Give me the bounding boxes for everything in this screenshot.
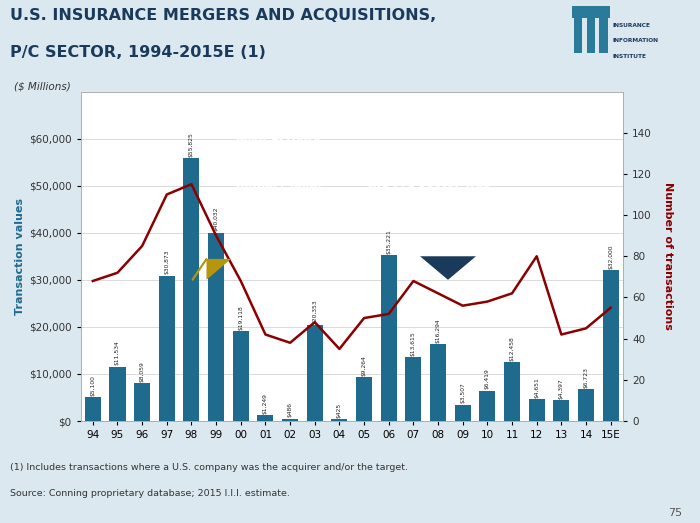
FancyBboxPatch shape bbox=[572, 6, 584, 18]
Text: $5,100: $5,100 bbox=[90, 374, 95, 395]
Bar bbox=[282, 419, 298, 421]
Text: $40,032: $40,032 bbox=[214, 207, 218, 231]
FancyBboxPatch shape bbox=[574, 8, 582, 53]
Text: (1) Includes transactions where a U.S. company was the acquirer and/or the targe: (1) Includes transactions where a U.S. c… bbox=[10, 463, 409, 472]
Text: $35,221: $35,221 bbox=[386, 229, 391, 254]
Text: 75: 75 bbox=[668, 508, 682, 518]
Text: $8,059: $8,059 bbox=[139, 361, 145, 382]
Text: $19,118: $19,118 bbox=[238, 305, 244, 329]
FancyBboxPatch shape bbox=[587, 8, 595, 53]
Text: $9,264: $9,264 bbox=[362, 355, 367, 376]
Text: $4,397: $4,397 bbox=[559, 378, 564, 399]
Bar bbox=[603, 270, 619, 421]
Bar bbox=[578, 389, 594, 421]
Text: $13,615: $13,615 bbox=[411, 331, 416, 356]
Bar bbox=[553, 400, 569, 421]
FancyBboxPatch shape bbox=[556, 4, 693, 77]
Bar bbox=[208, 233, 224, 421]
Text: $6,419: $6,419 bbox=[485, 369, 490, 390]
Bar bbox=[331, 419, 347, 421]
Text: INSTITUTE: INSTITUTE bbox=[612, 53, 647, 59]
Bar bbox=[258, 415, 274, 421]
Text: $32,000: $32,000 bbox=[608, 244, 613, 269]
Text: $11,534: $11,534 bbox=[115, 340, 120, 365]
Text: $4,651: $4,651 bbox=[534, 377, 539, 397]
Text: M&A activity in
the P/C sector was
up sharply in 2015: M&A activity in the P/C sector was up sh… bbox=[367, 161, 491, 206]
Bar bbox=[405, 357, 421, 421]
Bar bbox=[109, 367, 125, 421]
Bar bbox=[356, 378, 372, 421]
Text: INFORMATION: INFORMATION bbox=[612, 38, 659, 43]
Y-axis label: Number of transactions: Number of transactions bbox=[663, 183, 673, 330]
Bar bbox=[480, 391, 496, 421]
Bar bbox=[504, 362, 520, 421]
Text: $55,825: $55,825 bbox=[189, 132, 194, 157]
Bar bbox=[381, 255, 397, 421]
Text: $425: $425 bbox=[337, 402, 342, 417]
Text: $30,873: $30,873 bbox=[164, 250, 169, 274]
Text: ($ Millions): ($ Millions) bbox=[14, 82, 71, 92]
Bar bbox=[183, 158, 199, 421]
Bar bbox=[233, 331, 248, 421]
Text: P/C SECTOR, 1994-2015E (1): P/C SECTOR, 1994-2015E (1) bbox=[10, 46, 267, 60]
Text: $486: $486 bbox=[288, 402, 293, 417]
Text: $1,249: $1,249 bbox=[263, 393, 268, 414]
Text: Source: Conning proprietary database; 2015 I.I.I. estimate.: Source: Conning proprietary database; 20… bbox=[10, 489, 290, 498]
Bar bbox=[159, 276, 175, 421]
Bar bbox=[307, 325, 323, 421]
Text: U.S. INSURANCE MERGERS AND ACQUISITIONS,: U.S. INSURANCE MERGERS AND ACQUISITIONS, bbox=[10, 8, 437, 23]
Bar bbox=[455, 404, 470, 421]
Text: $12,458: $12,458 bbox=[510, 336, 514, 361]
Text: $3,507: $3,507 bbox=[460, 382, 466, 403]
Text: $16,294: $16,294 bbox=[435, 319, 440, 343]
Text: INSURANCE: INSURANCE bbox=[612, 22, 650, 28]
FancyBboxPatch shape bbox=[584, 6, 597, 18]
FancyBboxPatch shape bbox=[599, 8, 608, 53]
Bar bbox=[528, 399, 545, 421]
Bar bbox=[134, 383, 150, 421]
Text: M&A activity
in 2015 will
likely reach its
highest level
since 1998: M&A activity in 2015 will likely reach i… bbox=[230, 133, 327, 210]
Text: $20,353: $20,353 bbox=[312, 299, 317, 324]
Y-axis label: Transaction values: Transaction values bbox=[15, 198, 24, 315]
Bar bbox=[430, 344, 446, 421]
FancyBboxPatch shape bbox=[597, 6, 610, 18]
Bar bbox=[85, 397, 101, 421]
Text: $6,723: $6,723 bbox=[584, 367, 589, 388]
